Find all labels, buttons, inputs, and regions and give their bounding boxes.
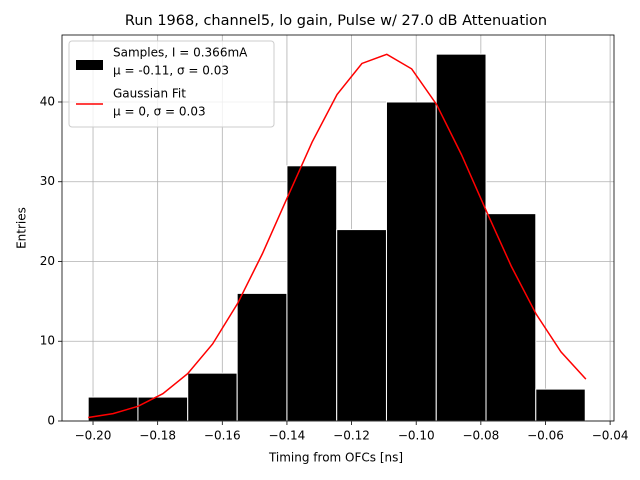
x-axis-label: Timing from OFCs [ns] [268, 451, 403, 465]
y-tick-label: 0 [47, 414, 55, 428]
bar [236, 292, 288, 422]
bar [336, 229, 387, 422]
x-tick-label: −0.06 [527, 429, 564, 443]
bar [485, 213, 537, 422]
chart-title: Run 1968, channel5, lo gain, Pulse w/ 27… [125, 13, 547, 29]
y-tick-label: 30 [40, 174, 55, 188]
x-tick-label: −0.16 [204, 429, 241, 443]
x-tick-label: −0.04 [592, 429, 629, 443]
plot-frame [61, 34, 615, 422]
bar [187, 372, 238, 422]
bar [435, 53, 487, 422]
bar [286, 165, 338, 422]
y-tick-label: 20 [40, 254, 55, 268]
x-tick-label: −0.18 [139, 429, 176, 443]
legend-box [68, 40, 275, 128]
x-tick-label: −0.08 [462, 429, 499, 443]
x-tick-label: −0.10 [398, 429, 435, 443]
x-tick-label: −0.12 [333, 429, 370, 443]
bar [535, 388, 586, 422]
y-axis-label: Entries [15, 207, 29, 249]
legend-swatch [76, 60, 103, 70]
legend-label: μ = -0.11, σ = 0.03 [113, 64, 229, 78]
y-tick-label: 40 [40, 94, 55, 108]
bar [137, 396, 189, 422]
fit-line [88, 53, 587, 419]
legend-label: μ = 0, σ = 0.03 [113, 105, 206, 119]
legend-label: Gaussian Fit [113, 87, 186, 101]
bar [385, 101, 437, 422]
legend-label: Samples, I = 0.366mA [113, 46, 248, 60]
x-tick-label: −0.20 [75, 429, 112, 443]
y-tick-label: 10 [40, 334, 55, 348]
x-tick-label: −0.14 [269, 429, 306, 443]
